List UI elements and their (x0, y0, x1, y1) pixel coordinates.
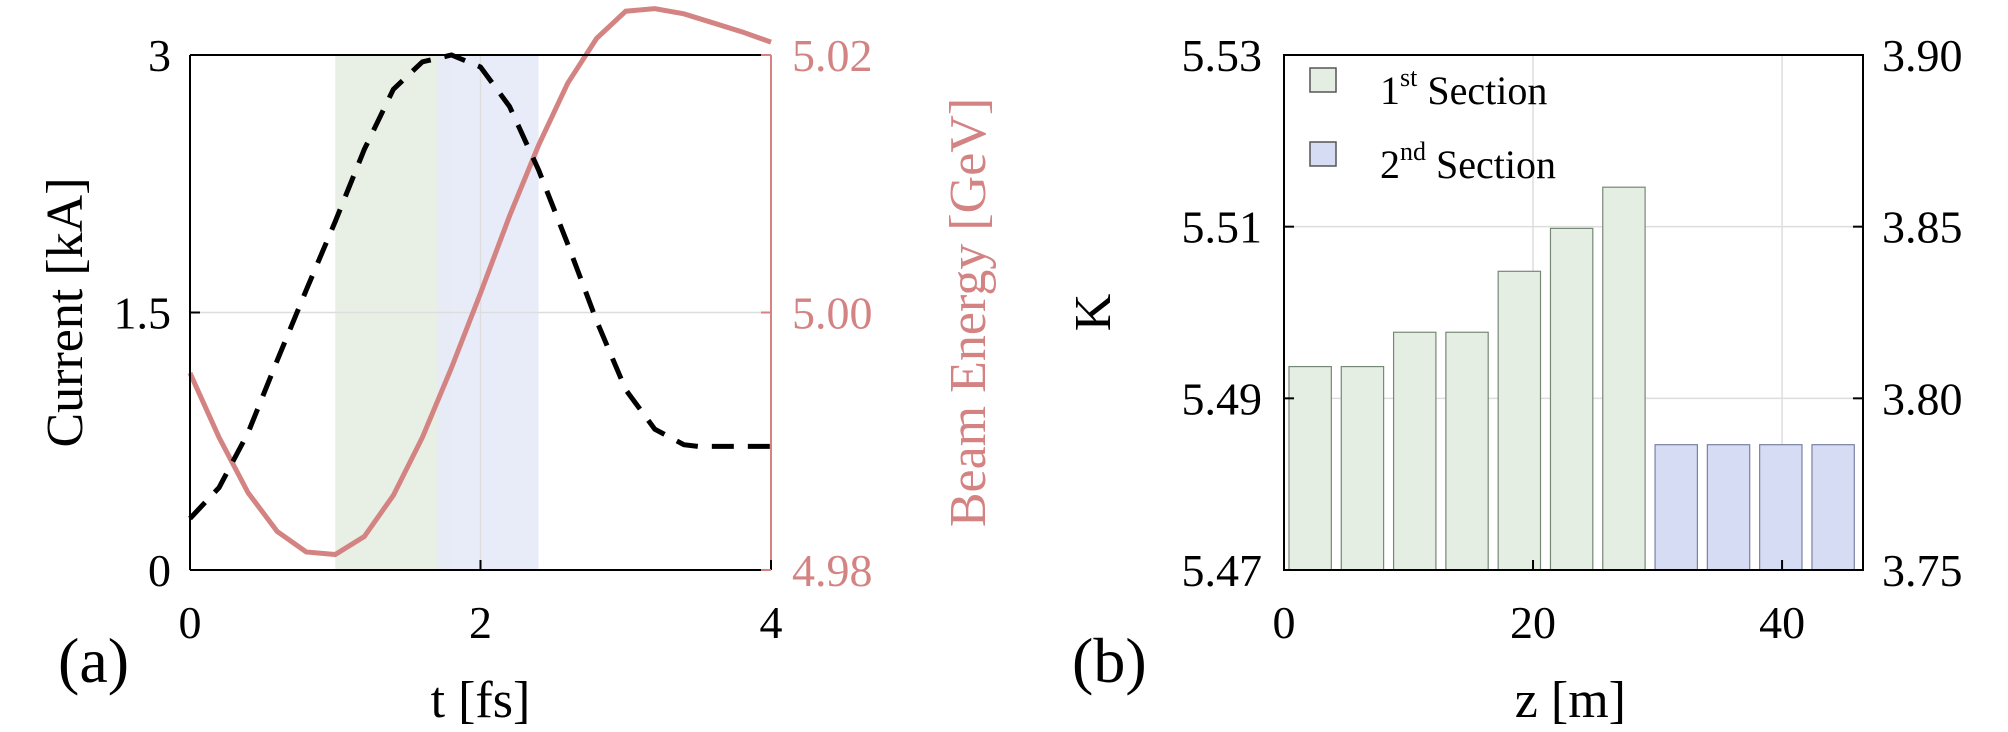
x-axis-label: t [fs] (431, 672, 531, 729)
y-tick-label: 0 (148, 545, 171, 596)
x-tick-label: 0 (179, 597, 202, 648)
y-tick-label: 1.5 (114, 288, 172, 339)
bar-6 (1549, 227, 1594, 571)
panel-label: (a) (58, 625, 129, 696)
legend-number: 2 (1380, 142, 1400, 187)
y-tick-label: 5.49 (1182, 373, 1263, 424)
legend-swatch-1 (1309, 67, 1337, 93)
legend-text: Section (1426, 142, 1556, 187)
axes-frame (1283, 54, 1864, 571)
x-tick-label: 4 (760, 597, 783, 648)
panel-a-chart: 0 2 4 0 1.5 3 4.98 5.00 5.02 t [fs] Current [kA] Be… (37, 6, 997, 729)
bar-1 (1288, 365, 1332, 571)
y2-tick-label: 3.85 (1882, 202, 1963, 253)
y-tick-label: 3 (148, 30, 171, 81)
legend-number: 1 (1380, 68, 1400, 113)
y-axis-label: K (1065, 293, 1122, 331)
bar-10 (1759, 444, 1803, 571)
bar-9 (1706, 444, 1751, 571)
energy-line (187, 6, 772, 558)
bar-11 (1811, 444, 1855, 571)
y-tick-label: 5.53 (1182, 30, 1263, 81)
legend-entry-2: 2nd Section (1380, 137, 1556, 187)
x-tick-label: 0 (1273, 597, 1296, 648)
y2-tick-label: 5.00 (792, 288, 873, 339)
bar-8 (1654, 444, 1698, 571)
current-line (188, 52, 771, 521)
y2-tick-label: 3.80 (1882, 373, 1963, 424)
bar-3 (1392, 331, 1437, 571)
legend-swatch-2 (1309, 141, 1337, 167)
y2-tick-label: 3.90 (1882, 30, 1963, 81)
y-tick-label: 5.51 (1182, 202, 1263, 253)
y2-tick-label: 3.75 (1882, 545, 1963, 596)
y2-axis-label: Beam Energy [GeV] (940, 98, 997, 527)
y2-tick-label: 4.98 (792, 545, 873, 596)
bar-4 (1445, 331, 1489, 571)
panel-label: (b) (1072, 625, 1147, 696)
y2-tick-label: 5.02 (792, 30, 873, 81)
y-axis-label: Current [kA] (37, 177, 94, 447)
bar-2 (1340, 365, 1385, 571)
legend-superscript: st (1400, 63, 1418, 92)
bar-7 (1602, 186, 1646, 571)
panel-b-chart: 0 20 40 5.47 5.49 5.51 5.53 3.75 3.80 3.85 3.90 z [… (1065, 30, 1963, 729)
x-tick-label: 40 (1759, 597, 1805, 648)
legend-entry-1: 1st Section (1380, 63, 1547, 113)
legend-superscript: nd (1400, 137, 1426, 166)
x-tick-label: 20 (1510, 597, 1556, 648)
x-axis-label: z [m] (1515, 672, 1626, 729)
x-tick-label: 2 (469, 597, 492, 648)
y-tick-label: 5.47 (1182, 545, 1263, 596)
bar-5 (1497, 270, 1542, 571)
legend-text: Section (1417, 68, 1547, 113)
